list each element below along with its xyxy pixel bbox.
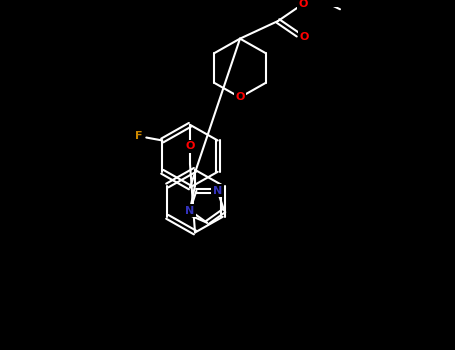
Text: O: O [235, 92, 245, 103]
Text: N: N [185, 205, 194, 216]
Text: O: O [185, 141, 195, 151]
Text: O: O [298, 0, 308, 9]
Text: O: O [299, 32, 308, 42]
Text: N: N [213, 186, 222, 196]
Text: F: F [135, 131, 142, 141]
